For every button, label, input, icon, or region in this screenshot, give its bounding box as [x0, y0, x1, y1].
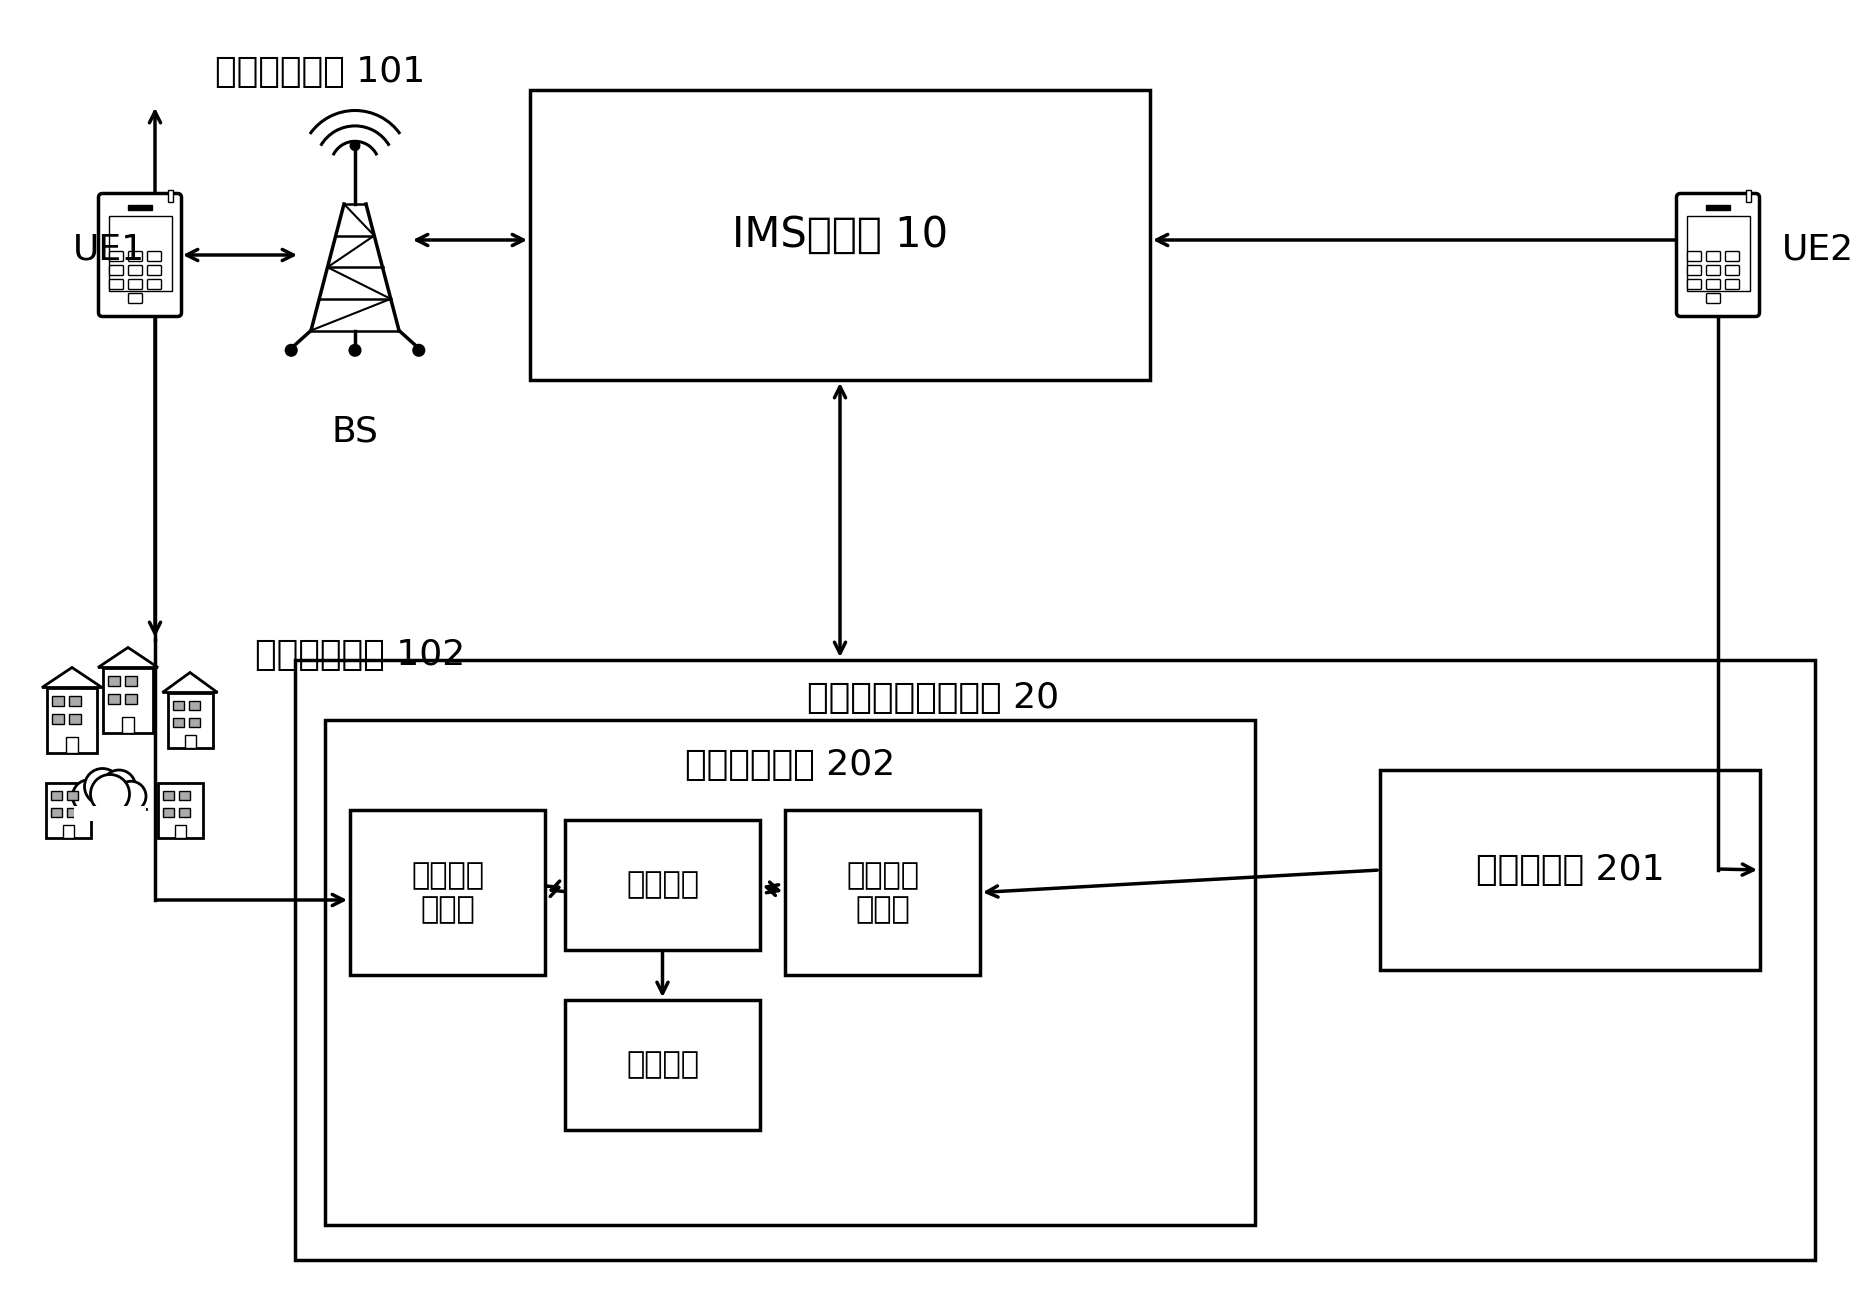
Bar [162, 791, 174, 800]
Text: 分布式推
流节点: 分布式推 流节点 [846, 861, 919, 924]
FancyBboxPatch shape [110, 251, 123, 262]
Bar [295, 661, 1815, 1260]
Bar [174, 825, 185, 838]
Bar [67, 808, 78, 817]
Bar [1380, 770, 1761, 969]
Text: IMS核心网 10: IMS核心网 10 [732, 214, 948, 255]
Bar [52, 714, 63, 723]
Bar [172, 701, 183, 710]
FancyBboxPatch shape [1688, 251, 1701, 262]
Bar [62, 825, 73, 838]
Bar [69, 714, 80, 723]
Polygon shape [97, 648, 159, 667]
Bar [125, 693, 136, 704]
Bar [566, 820, 760, 950]
Bar [52, 696, 63, 705]
Text: BS: BS [332, 414, 379, 450]
Bar [108, 675, 119, 685]
Bar [1706, 205, 1731, 210]
Bar [103, 667, 153, 732]
Bar [50, 791, 62, 800]
FancyBboxPatch shape [1706, 280, 1721, 289]
Text: 分布式推
流节点: 分布式推 流节点 [411, 861, 484, 924]
Bar [784, 810, 980, 975]
FancyBboxPatch shape [1725, 280, 1740, 289]
Bar [1686, 215, 1749, 291]
Circle shape [116, 782, 146, 812]
Circle shape [351, 141, 360, 150]
Text: 云服务器: 云服务器 [625, 870, 698, 899]
FancyBboxPatch shape [1706, 266, 1721, 275]
FancyBboxPatch shape [147, 280, 162, 289]
Bar [168, 189, 172, 202]
Bar [185, 735, 196, 748]
Bar [172, 718, 183, 727]
Bar [50, 808, 62, 817]
Bar [168, 692, 213, 748]
Bar [75, 807, 146, 821]
Circle shape [103, 770, 136, 803]
FancyBboxPatch shape [1688, 280, 1701, 289]
Circle shape [116, 782, 146, 812]
FancyBboxPatch shape [110, 280, 123, 289]
FancyBboxPatch shape [1688, 266, 1701, 275]
FancyBboxPatch shape [1706, 293, 1721, 304]
Bar [47, 688, 97, 753]
Bar [189, 718, 200, 727]
Bar [67, 791, 78, 800]
Bar [69, 696, 80, 705]
FancyBboxPatch shape [1677, 194, 1759, 317]
Bar [157, 783, 202, 838]
FancyBboxPatch shape [129, 266, 142, 275]
Circle shape [73, 779, 106, 813]
Bar [349, 810, 545, 975]
Bar [125, 675, 136, 685]
Polygon shape [162, 672, 217, 692]
Bar [65, 736, 78, 753]
FancyBboxPatch shape [99, 194, 181, 317]
Circle shape [90, 774, 129, 813]
Bar [129, 205, 151, 210]
FancyBboxPatch shape [1725, 251, 1740, 262]
Circle shape [286, 345, 297, 356]
Circle shape [103, 770, 136, 803]
FancyBboxPatch shape [1706, 251, 1721, 262]
Text: 流媒体服务器 202: 流媒体服务器 202 [685, 748, 894, 782]
Bar [189, 701, 200, 710]
Circle shape [84, 769, 121, 804]
Bar [1746, 189, 1751, 202]
FancyBboxPatch shape [129, 280, 142, 289]
FancyBboxPatch shape [147, 251, 162, 262]
Circle shape [84, 769, 121, 804]
Circle shape [73, 779, 106, 813]
Text: UE2: UE2 [1781, 233, 1854, 267]
Text: 第二通信网络 102: 第二通信网络 102 [256, 638, 465, 672]
FancyBboxPatch shape [129, 293, 142, 304]
Text: 业务服务器 201: 业务服务器 201 [1475, 853, 1663, 887]
Text: 第一通信网络 101: 第一通信网络 101 [215, 55, 426, 89]
Bar [179, 791, 189, 800]
Bar [179, 808, 189, 817]
Text: 视频彩铃应用服务器 20: 视频彩铃应用服务器 20 [807, 681, 1059, 715]
Bar [325, 721, 1255, 1225]
Bar [45, 783, 90, 838]
Bar [162, 808, 174, 817]
Text: UE1: UE1 [73, 233, 146, 267]
Text: 转码集群: 转码集群 [625, 1050, 698, 1079]
Bar [121, 717, 134, 732]
FancyBboxPatch shape [1725, 266, 1740, 275]
Bar [566, 999, 760, 1130]
Bar [530, 90, 1150, 380]
FancyBboxPatch shape [129, 251, 142, 262]
Circle shape [90, 774, 129, 813]
Bar [75, 796, 146, 817]
FancyBboxPatch shape [147, 266, 162, 275]
Bar [108, 215, 172, 291]
Circle shape [413, 345, 424, 356]
FancyBboxPatch shape [110, 266, 123, 275]
Polygon shape [41, 667, 103, 688]
Circle shape [349, 345, 360, 356]
Bar [108, 693, 119, 704]
